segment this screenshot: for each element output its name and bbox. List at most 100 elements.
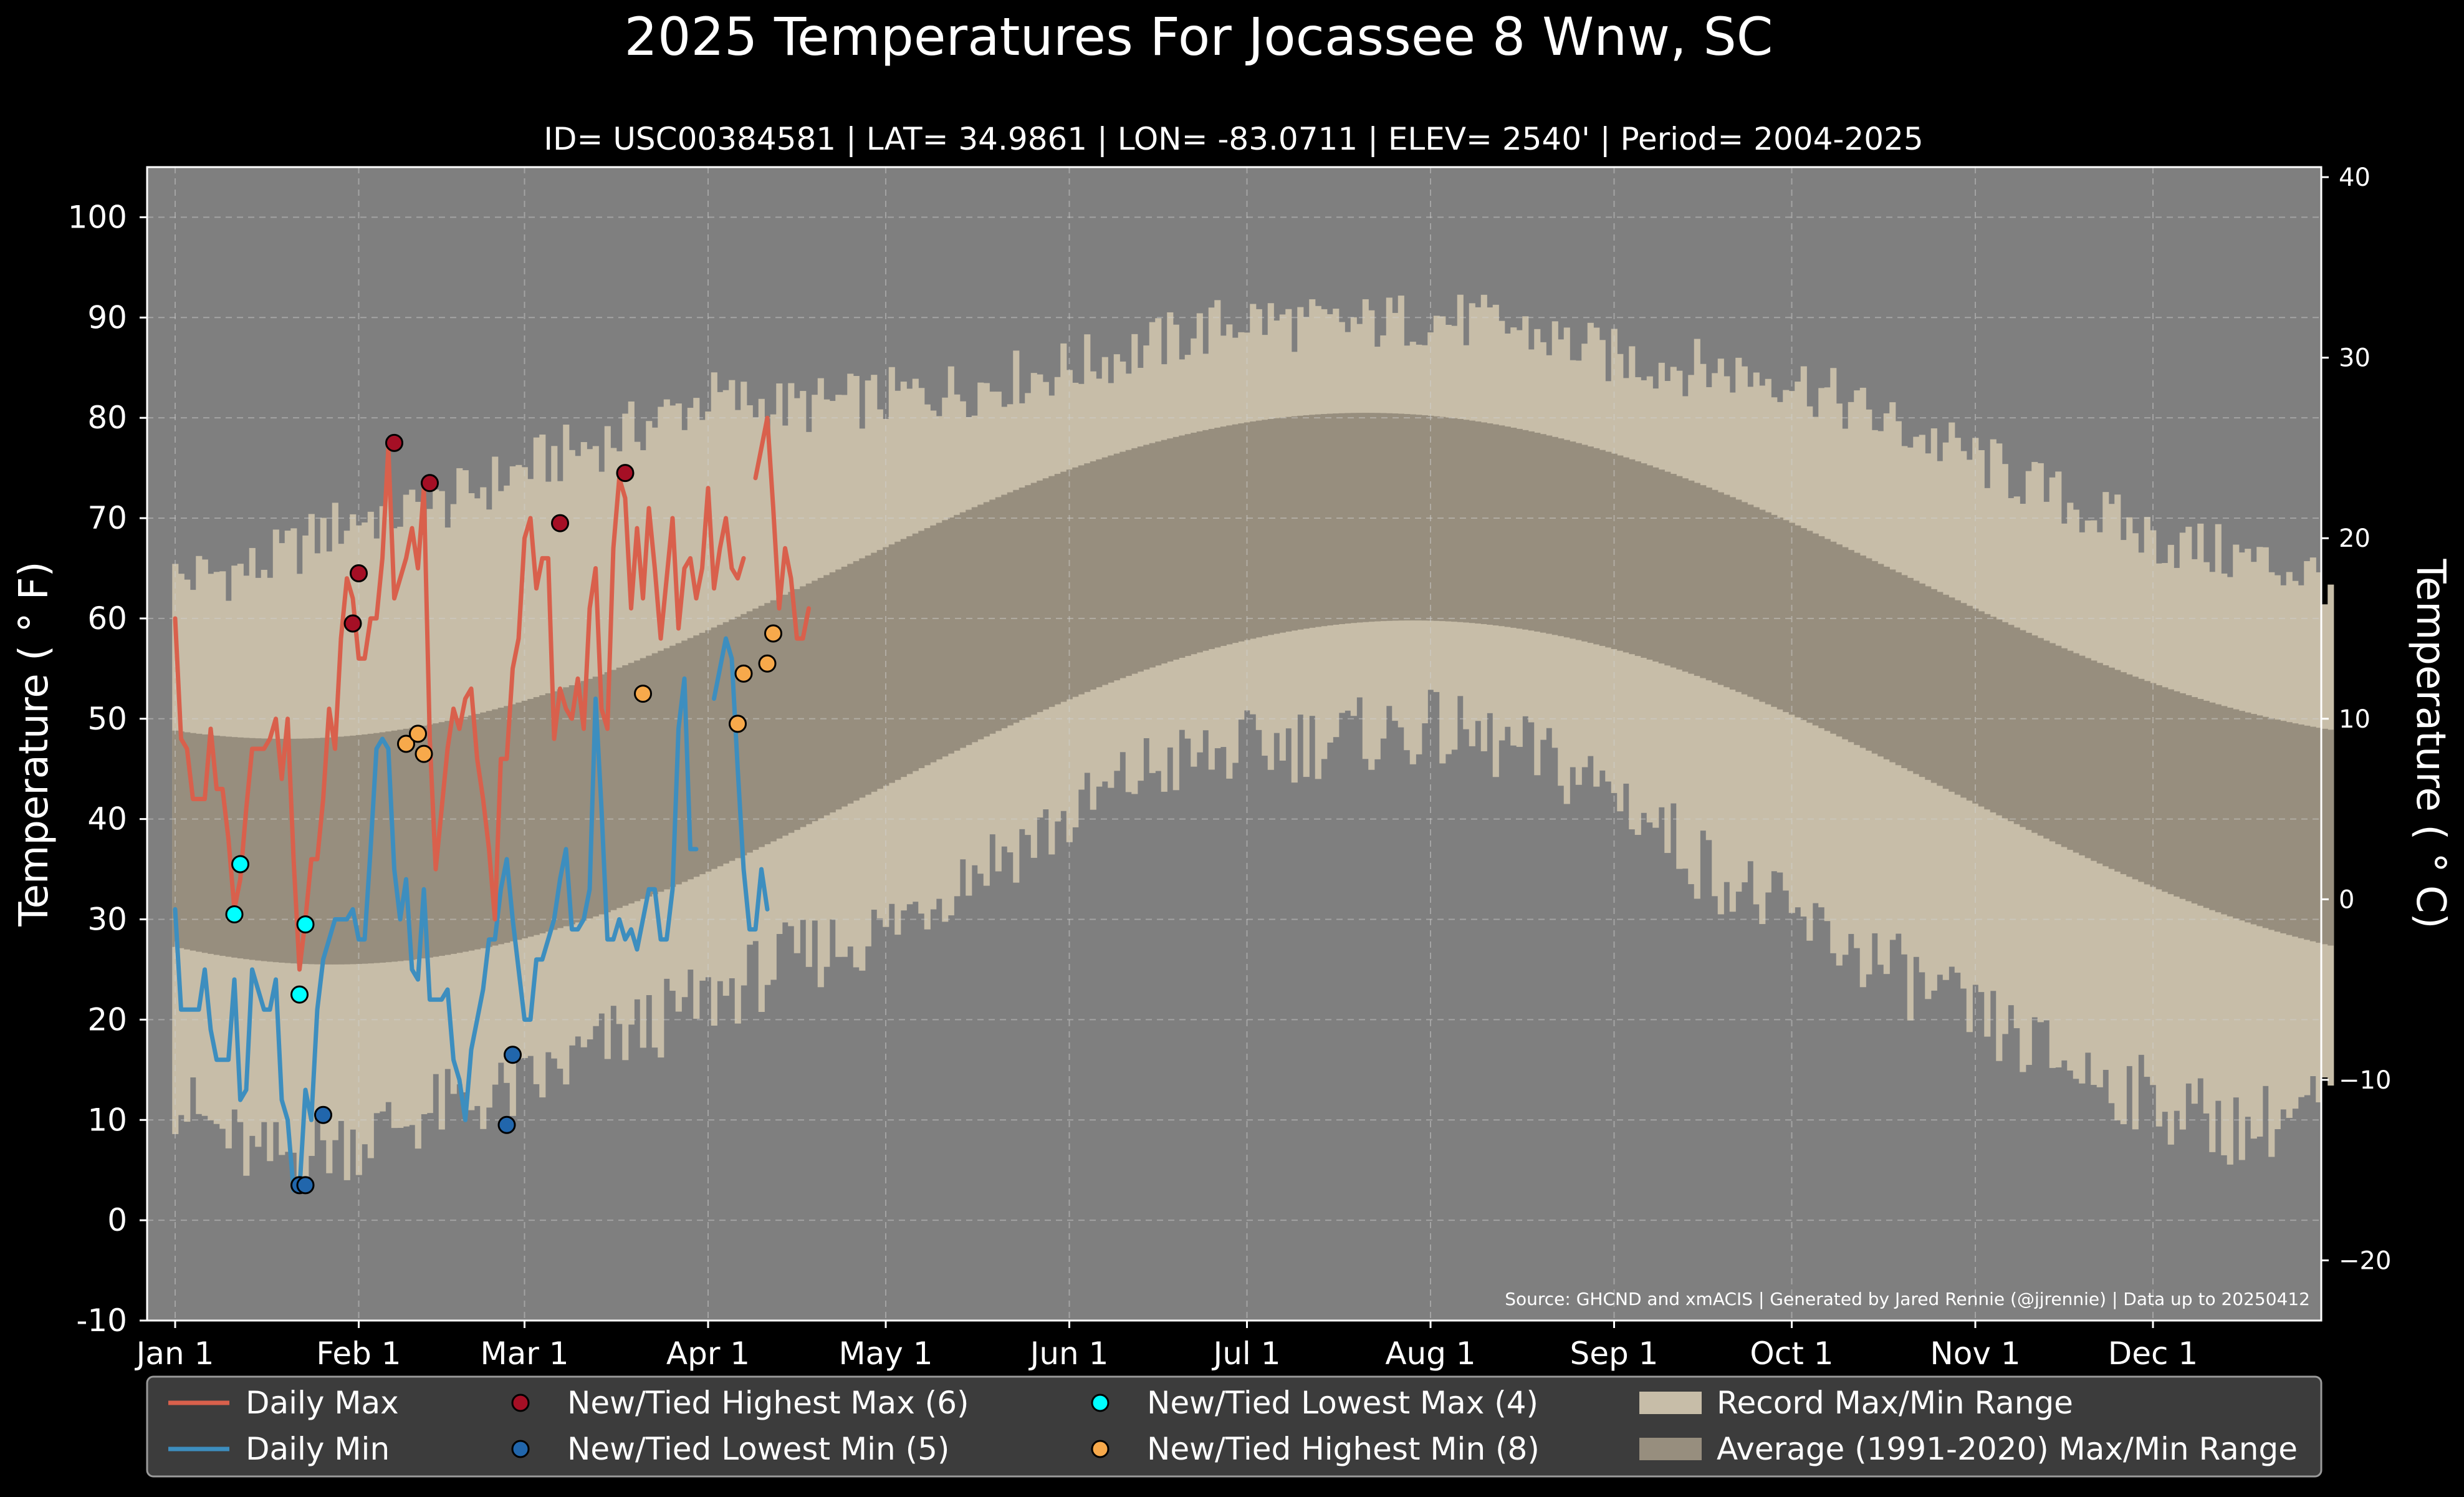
normal-bar — [385, 731, 392, 963]
normal-bar — [231, 737, 238, 958]
normal-bar — [1090, 461, 1096, 690]
normal-bar — [1113, 453, 1120, 681]
normal-bar — [379, 732, 386, 963]
normal-bar — [1273, 418, 1280, 634]
y2-tick-label: 10 — [2339, 705, 2371, 734]
legend-label: New/Tied Lowest Min (5) — [567, 1431, 949, 1467]
normal-bar — [2179, 693, 2186, 899]
y-axis-label: Temperature ( ° F) — [11, 561, 57, 927]
normal-bar — [2138, 678, 2145, 882]
x-tick-label: Nov 1 — [1930, 1336, 2020, 1372]
normal-bar — [924, 528, 931, 766]
y-tick-label: 30 — [87, 902, 127, 938]
chart-title: 2025 Temperatures For Jocassee 8 Wnw, SC — [625, 6, 1773, 67]
normal-bar — [474, 714, 481, 950]
normal-bar — [859, 558, 866, 798]
legend-label: Daily Min — [246, 1431, 390, 1467]
normal-bar — [1866, 558, 1872, 751]
normal-bar — [1125, 450, 1132, 676]
record-point-highest-max — [616, 464, 635, 483]
normal-bar — [201, 734, 208, 953]
record-point-highest-min — [729, 715, 747, 733]
normal-bar — [1949, 597, 1955, 792]
normal-bar — [1907, 577, 1914, 771]
normal-bar — [610, 670, 617, 910]
y2-tick-label: 0 — [2339, 885, 2354, 914]
normal-bar — [1309, 415, 1316, 628]
normal-bar — [1048, 476, 1055, 707]
normal-bar — [1581, 445, 1588, 642]
normal-bar — [1937, 592, 1944, 786]
normal-bar — [1480, 422, 1487, 624]
normal-bar — [2043, 640, 2050, 839]
normal-bar — [332, 737, 338, 965]
normal-bar — [1646, 465, 1653, 660]
normal-bar — [628, 663, 635, 904]
normal-bar — [2233, 709, 2240, 919]
normal-bar — [2256, 715, 2263, 927]
normal-bar — [2250, 714, 2257, 925]
normal-bar — [1404, 414, 1411, 621]
y2-tick-label: −10 — [2339, 1066, 2391, 1095]
normal-bar — [1463, 420, 1470, 623]
normal-bar — [741, 614, 747, 855]
normal-bar — [865, 556, 871, 795]
normal-bar — [936, 522, 942, 759]
normal-bar — [640, 658, 646, 899]
normal-bar — [178, 731, 185, 948]
source-note: Source: GHCND and xmACIS | Generated by … — [1505, 1289, 2310, 1309]
normal-bar — [1072, 467, 1079, 697]
normal-bar — [2185, 695, 2192, 902]
normal-bar — [1776, 517, 1783, 710]
normal-bar — [1534, 433, 1541, 632]
normal-bar — [272, 738, 279, 963]
normal-bar — [415, 726, 421, 960]
normal-bar — [1830, 541, 1837, 734]
normal-bar — [746, 611, 753, 853]
normal-bar — [1960, 603, 1967, 798]
normal-bar — [1658, 469, 1665, 664]
record-point-lowest-max — [290, 985, 309, 1004]
record-point-highest-max — [343, 614, 362, 633]
chart-subtitle: ID= USC00384581 | LAT= 34.9861 | LON= -8… — [544, 121, 1923, 157]
normal-bar — [249, 738, 256, 960]
normal-bar — [1925, 586, 1932, 780]
normal-bar — [2197, 699, 2204, 906]
y-tick-label: 70 — [87, 500, 127, 536]
normal-bar — [539, 695, 546, 933]
y-tick-label: 10 — [87, 1102, 127, 1138]
normal-bar — [267, 738, 274, 962]
normal-bar — [1279, 417, 1286, 633]
normal-bar — [1397, 413, 1404, 621]
normal-bar — [1765, 512, 1771, 705]
normal-bar — [699, 632, 706, 875]
normal-bar — [1084, 463, 1091, 692]
normal-bar — [468, 715, 475, 951]
normal-bar — [883, 547, 889, 786]
normal-bar — [284, 738, 291, 963]
normal-bar — [421, 725, 428, 959]
normal-bar — [1096, 459, 1103, 688]
normal-bar — [1457, 418, 1464, 622]
y-tick-label: 50 — [87, 701, 127, 737]
normal-bar — [1575, 443, 1582, 640]
normal-bar — [1599, 450, 1606, 646]
normal-bar — [1226, 425, 1233, 645]
normal-bar — [320, 738, 327, 965]
normal-bar — [1155, 441, 1162, 666]
normal-bar — [1735, 499, 1742, 692]
normal-bar — [2037, 638, 2044, 836]
legend-label: New/Tied Highest Min (8) — [1147, 1431, 1540, 1467]
normal-bar — [1895, 572, 1902, 766]
normal-bar — [1682, 478, 1689, 672]
normal-bar — [2209, 702, 2216, 910]
normal-bar — [403, 728, 410, 961]
normal-bar — [1848, 550, 1854, 743]
legend-swatch-box — [1639, 1392, 1702, 1414]
normal-bar — [497, 708, 504, 945]
normal-bar — [1522, 430, 1529, 630]
normal-bar — [729, 619, 736, 861]
normal-bar — [261, 738, 267, 961]
record-point-highest-min — [397, 734, 415, 753]
normal-bar — [1297, 415, 1304, 630]
